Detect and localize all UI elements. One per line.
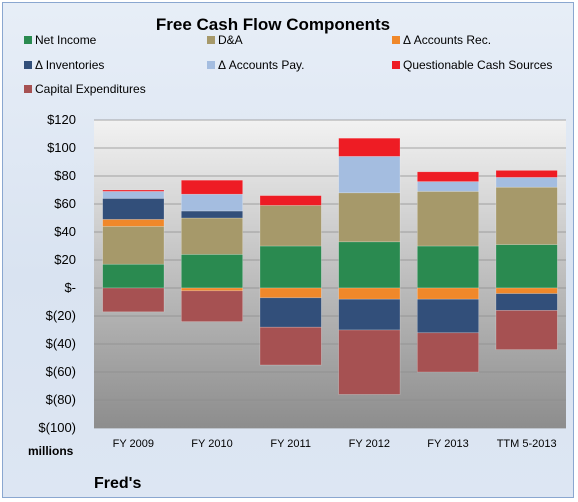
bars: [102, 137, 558, 395]
bar-segment: [181, 193, 243, 212]
bar-segment: [181, 179, 243, 195]
bar-segment: [181, 290, 243, 322]
x-tick-label: FY 2009: [113, 438, 154, 450]
bar-segment: [338, 298, 401, 331]
x-tick-label: TTM 5-2013: [497, 438, 557, 450]
bar-segment: [495, 293, 558, 311]
legend-label: Questionable Cash Sources: [403, 58, 552, 72]
bar-segment: [417, 171, 479, 182]
bar-segment: [338, 287, 401, 300]
y-axis: $120 $100 $80 $60 $40 $20 $- $(20) $(40) $(60) $(8…: [38, 112, 76, 435]
legend: Net Income D&A Δ Accounts Rec. Δ Inventorie…: [24, 33, 552, 96]
bar-segment: [181, 217, 243, 255]
unit-label: millions: [28, 444, 74, 458]
bar-segment: [259, 326, 322, 366]
bar-segment: [259, 245, 322, 289]
bar-segment: [417, 287, 479, 300]
bar-segment: [417, 191, 479, 247]
bar-segment: [181, 210, 243, 219]
bar-segment: [338, 329, 401, 395]
bar-segment: [102, 189, 165, 192]
y-tick-label: $120: [47, 112, 76, 127]
bar-segment: [181, 254, 243, 289]
bar-segment: [102, 198, 165, 220]
bar-segment: [417, 245, 479, 289]
bar-segment: [495, 170, 558, 178]
bar-segment: [495, 287, 558, 294]
bar-segment: [495, 177, 558, 188]
gridlines: [94, 119, 566, 429]
y-tick-label: $-: [64, 280, 76, 295]
legend-swatch: [24, 36, 32, 44]
bar-segment: [495, 310, 558, 350]
legend-label: Net Income: [35, 33, 97, 47]
y-tick-label: $(20): [46, 308, 76, 323]
bar-segment: [102, 226, 165, 265]
bar-segment: [417, 298, 479, 334]
bar-segment: [417, 332, 479, 373]
plot-area: [94, 120, 566, 428]
bar-segment: [259, 195, 322, 206]
legend-label: Δ Accounts Pay.: [218, 58, 305, 72]
bar-segment: [495, 186, 558, 245]
legend-swatch: [207, 61, 215, 69]
y-tick-label: $(100): [38, 420, 76, 435]
x-tick-label: FY 2013: [427, 438, 468, 450]
bar-segment: [259, 287, 322, 299]
y-tick-label: $(60): [46, 364, 76, 379]
y-tick-label: $20: [54, 252, 76, 267]
legend-label: D&A: [218, 33, 243, 47]
y-tick-label: $60: [54, 196, 76, 211]
chart-title: Free Cash Flow Components: [156, 15, 390, 34]
y-tick-label: $(80): [46, 392, 76, 407]
y-tick-label: $40: [54, 224, 76, 239]
x-axis: FY 2009 FY 2010 FY 2011 FY 2012 FY 2013 TTM 5…: [113, 438, 557, 450]
bar-segment: [102, 219, 165, 227]
bar-segment: [417, 181, 479, 192]
bar-segment: [259, 297, 322, 328]
bar-segment: [102, 263, 165, 289]
legend-label: Δ Accounts Rec.: [403, 33, 491, 47]
legend-label: Δ Inventories: [35, 58, 104, 72]
bar-segment: [338, 156, 401, 194]
bar-segment: [102, 287, 165, 313]
bar-segment: [338, 137, 401, 157]
x-tick-label: FY 2012: [349, 438, 390, 450]
y-tick-label: $100: [47, 140, 76, 155]
bar-segment: [102, 191, 165, 199]
bar-segment: [495, 244, 558, 289]
x-tick-label: FY 2010: [191, 438, 232, 450]
y-tick-label: $(40): [46, 336, 76, 351]
legend-swatch: [392, 36, 400, 44]
bar-segment: [259, 205, 322, 247]
y-tick-label: $80: [54, 168, 76, 183]
legend-swatch: [207, 36, 215, 44]
x-tick-label: FY 2011: [270, 438, 311, 450]
bar-segment: [338, 192, 401, 243]
legend-swatch: [392, 61, 400, 69]
bar-segment: [338, 241, 401, 289]
legend-label: Capital Expenditures: [35, 82, 146, 96]
bar-segment: [181, 287, 243, 292]
company-name: Fred's: [94, 475, 141, 492]
legend-swatch: [24, 85, 32, 93]
legend-swatch: [24, 61, 32, 69]
